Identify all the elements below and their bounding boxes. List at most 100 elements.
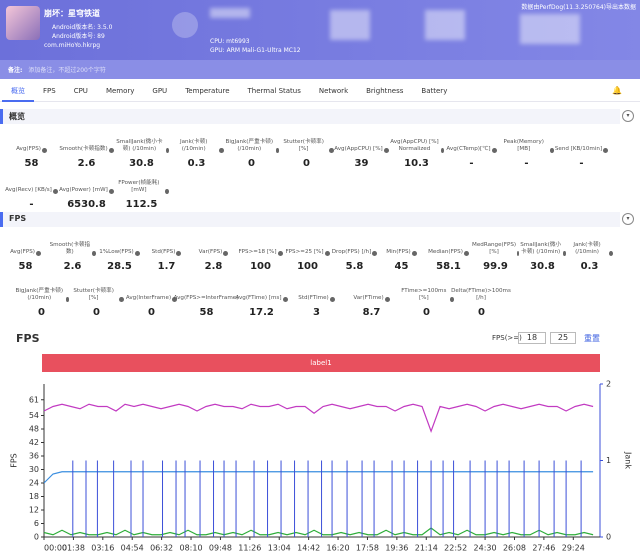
series-line (43, 471, 594, 484)
tab[interactable]: FPS (43, 86, 56, 95)
metric-label-box: Jank(卡顿) (/10min) (169, 133, 224, 153)
metric-label: FPower(帧能耗) [mW] (118, 180, 160, 194)
metric-value: 5.8 (345, 261, 364, 272)
x-tick-label: 01:38 (62, 544, 85, 553)
metric-value: 30.8 (129, 158, 154, 169)
metric: Avg(InterFrame) 0 (124, 282, 179, 318)
note-bar[interactable]: 备注: 添加备注，不超过200个字符 (0, 60, 640, 79)
reset-button[interactable]: 重置 (584, 334, 600, 343)
blurred-info (520, 14, 580, 44)
metric-value: 8.7 (362, 307, 381, 318)
threshold-label: FPS(>=) (492, 334, 522, 342)
threshold-input[interactable]: 25 (550, 332, 576, 344)
metric-label-box: Stutter(卡顿率) [%] (69, 282, 124, 302)
metric-label-box: BigJank(严重卡顿) (/10min) (14, 282, 69, 302)
metric-label-box: MedRange(FPS)[%] (472, 236, 519, 256)
metric-label: Avg(Recv) [KB/s] (5, 187, 52, 194)
metric-label: Send [KB/10min] (554, 146, 603, 153)
metric-value: 39 (354, 158, 369, 169)
metric: FPS>=18 [%] 100 (237, 236, 284, 272)
y-tick-label: 48 (29, 425, 39, 434)
tab[interactable]: Thermal Status (247, 86, 301, 95)
label-bar[interactable]: label1 (42, 354, 600, 372)
metric-label-box: Send [KB/10min] (554, 133, 609, 153)
metric-label-box: 1%Low(FPS) (96, 236, 143, 256)
metric-value: - (469, 158, 474, 169)
y2-tick-label: 2 (606, 380, 611, 389)
metric: Avg(AppCPU) [%] Normalized 10.3 (389, 133, 444, 169)
metric-label-box: FPower(帧能耗) [mW] (114, 174, 169, 194)
device-cpu: CPU: mt6993 (210, 38, 250, 45)
metric-value: 58.1 (436, 261, 461, 272)
help-icon (108, 148, 114, 153)
help-icon (491, 148, 497, 153)
help-icon (517, 251, 519, 256)
help-icon (172, 297, 178, 302)
metric-value: 0 (423, 307, 430, 318)
metric-label-box: Std(FPS) (143, 236, 190, 256)
help-icon (282, 297, 288, 302)
metric-value: - (579, 158, 584, 169)
metric-label: Avg(FPS>=InterFrame) (173, 295, 239, 302)
metric-label: Peak(Memory) [MB] (503, 139, 544, 153)
metric-label: Std(FPS) (151, 249, 176, 256)
metric-value: 2.8 (204, 261, 223, 272)
x-tick-label: 26:08 (503, 544, 526, 553)
metric-label: BigJank(严重卡顿) (/10min) (15, 288, 64, 302)
metric-label: Avg(CTemp)[℃] (446, 146, 491, 153)
bell-icon[interactable]: 🔔 (612, 86, 622, 95)
metric: Stutter(卡顿率) [%] 0 (69, 282, 124, 318)
tab[interactable]: Memory (105, 86, 135, 95)
metric-label-box: Var(FPS) (190, 236, 237, 256)
metric-label: Smooth(卡顿指数) (59, 146, 108, 153)
tab[interactable]: GPU (152, 86, 168, 95)
y-tick-label: 18 (29, 492, 39, 501)
metric-row: Avg(FPS) 58 Smooth(卡顿指数) 2.6 SmallJank(微小卡顿)… (4, 133, 609, 169)
tab[interactable]: Battery (421, 86, 448, 95)
tab[interactable]: Network (318, 86, 349, 95)
metric-label: Var(FPS) (198, 249, 223, 256)
metric-row: BigJank(严重卡顿) (/10min) 0 Stutter(卡顿率) [%] 0… (14, 282, 511, 318)
help-icon (324, 251, 330, 256)
metric-label-box: Avg(FPS>=InterFrame) (174, 282, 239, 302)
metric-label: SmallJank(微小卡顿) (/10min) (116, 139, 163, 153)
tab[interactable]: 概览 (2, 86, 34, 102)
metric-label-box: FPS>=25 [%] (284, 236, 331, 256)
metric-value: 0.3 (580, 261, 599, 272)
help-icon (329, 297, 335, 302)
metric-value: 28.5 (107, 261, 132, 272)
help-icon (603, 148, 609, 153)
tab[interactable]: Brightness (366, 86, 404, 95)
help-icon (383, 148, 389, 153)
threshold-input[interactable]: 18 (518, 332, 546, 344)
metric-value: 3 (313, 307, 320, 318)
section-title: 概览 (0, 109, 620, 124)
metric-label-box: Avg(Recv) [KB/s] (4, 174, 59, 194)
tab[interactable]: CPU (73, 86, 88, 95)
collapse-button[interactable]: ▾ (622, 213, 634, 225)
export-note: 数据由PerfDog(11.3.250764)导出本数据 (521, 4, 636, 11)
metric: Drop(FPS) [/h] 5.8 (331, 236, 378, 272)
help-icon (35, 251, 41, 256)
y2-tick-label: 1 (606, 456, 611, 465)
tab-bar: 概览 FPS CPU Memory GPU Temperature Thermal Stat… (0, 80, 640, 102)
metric-value: 0 (248, 158, 255, 169)
version-code: Android版本号: 89 (52, 33, 105, 40)
help-icon (41, 148, 47, 153)
metric-value: - (29, 199, 34, 210)
metric-value: 58 (199, 307, 214, 318)
x-tick-label: 06:32 (150, 544, 173, 553)
metric: Var(FTime) 8.7 (344, 282, 399, 318)
metric-label: 1%Low(FPS) (99, 249, 134, 256)
metric-value: 0.3 (187, 158, 206, 169)
collapse-button[interactable]: ▾ (622, 110, 634, 122)
y-tick-label: 24 (29, 479, 39, 488)
note-placeholder[interactable]: 添加备注，不超过200个字符 (28, 67, 106, 74)
y-tick-label: 6 (34, 519, 39, 528)
section-title: FPS (0, 212, 620, 227)
metric-value: 1.7 (157, 261, 176, 272)
tab[interactable]: Temperature (185, 86, 230, 95)
metric-label-box: Median(FPS) (425, 236, 472, 256)
